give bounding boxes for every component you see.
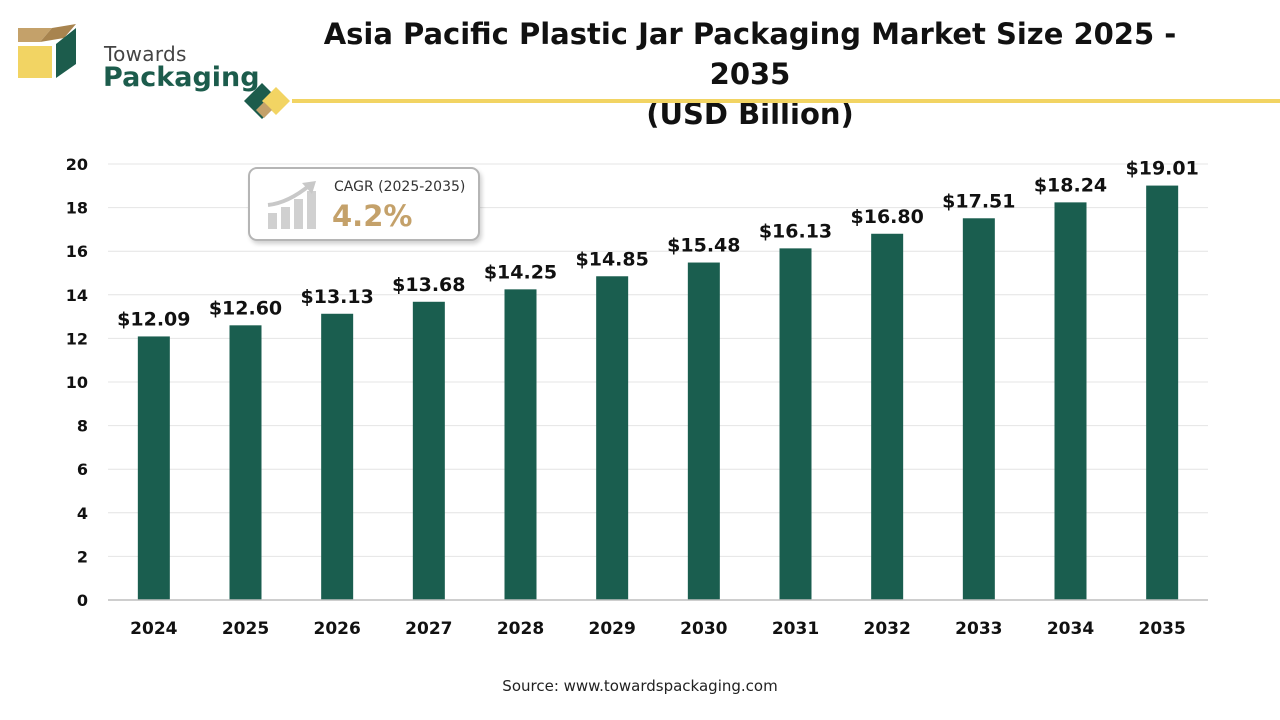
source-note: Source: www.towardspackaging.com [502, 677, 778, 695]
brand-name-line1: Towards [104, 42, 187, 66]
y-tick-label: 16 [66, 242, 88, 261]
y-tick-label: 18 [66, 199, 88, 218]
divider-line [292, 99, 1280, 103]
data-label-2031: $16.13 [759, 220, 832, 242]
growth-chart-icon [267, 181, 316, 229]
x-tick-label-2035: 2035 [1139, 619, 1186, 639]
y-tick-label: 0 [77, 591, 88, 610]
x-tick-label-2025: 2025 [222, 619, 269, 639]
bar-2025 [229, 325, 262, 600]
data-label-2032: $16.80 [851, 206, 924, 228]
grid-lines [108, 163, 1208, 557]
data-label-2035: $19.01 [1126, 158, 1199, 180]
bar-2035 [1146, 185, 1179, 600]
x-tick-label-2030: 2030 [680, 619, 727, 639]
y-tick-label: 14 [66, 286, 88, 305]
bar-2032 [871, 233, 904, 600]
y-tick-label: 10 [66, 373, 88, 392]
data-label-2030: $15.48 [667, 235, 740, 257]
data-label-2034: $18.24 [1034, 174, 1107, 196]
brand-name-line2: Packaging [103, 62, 260, 93]
chart-title-line1: Asia Pacific Plastic Jar Packaging Marke… [323, 17, 1177, 91]
bar-2031 [779, 248, 812, 600]
brand-logo: Towards Packaging [18, 20, 260, 93]
bar-2030 [687, 262, 720, 600]
data-label-2029: $14.85 [576, 248, 649, 270]
y-tick-label: 8 [77, 417, 88, 436]
y-axis-ticks: 0 2 4 6 8 10 12 14 16 18 20 [66, 155, 88, 610]
cagr-value: 4.2% [332, 199, 413, 233]
x-axis-ticks: 2024 2025 2026 2027 2028 2029 2030 2031 2032 2033… [130, 619, 1186, 639]
data-labels: $12.09 $12.60 $13.13 $13.68 $14.25 $14.85 $15.… [117, 158, 1199, 331]
y-tick-label: 2 [77, 547, 88, 566]
cagr-label: CAGR (2025-2035) [334, 179, 466, 195]
chart-title: Asia Pacific Plastic Jar Packaging Marke… [300, 14, 1200, 134]
bar-2024 [137, 336, 170, 600]
logo-box-icon [18, 24, 76, 78]
bar-2028 [504, 289, 537, 600]
y-tick-label: 6 [77, 460, 88, 479]
x-tick-label-2028: 2028 [497, 619, 544, 639]
header-divider [244, 83, 1280, 119]
bar-2034 [1054, 202, 1087, 601]
bar-2029 [596, 276, 629, 600]
y-tick-label: 12 [66, 329, 88, 348]
x-tick-label-2026: 2026 [314, 619, 361, 639]
data-label-2025: $12.60 [209, 297, 282, 319]
data-label-2024: $12.09 [117, 308, 190, 330]
bar-2027 [412, 301, 445, 600]
bar-2026 [321, 313, 354, 600]
x-tick-label-2032: 2032 [864, 619, 911, 639]
bars [137, 185, 1179, 601]
data-label-2026: $13.13 [301, 286, 374, 308]
bar-2033 [962, 218, 995, 601]
x-tick-label-2033: 2033 [955, 619, 1002, 639]
x-tick-label-2024: 2024 [130, 619, 177, 639]
data-label-2033: $17.51 [942, 190, 1015, 212]
x-tick-label-2027: 2027 [405, 619, 452, 639]
data-label-2028: $14.25 [484, 261, 557, 283]
cagr-callout: CAGR (2025-2035) 4.2% [248, 167, 480, 241]
y-tick-label: 20 [66, 155, 88, 174]
x-tick-label-2031: 2031 [772, 619, 819, 639]
x-tick-label-2029: 2029 [589, 619, 636, 639]
diamond-tan-icon [256, 102, 272, 118]
data-label-2027: $13.68 [392, 274, 465, 296]
x-tick-label-2034: 2034 [1047, 619, 1094, 639]
y-tick-label: 4 [77, 504, 88, 523]
